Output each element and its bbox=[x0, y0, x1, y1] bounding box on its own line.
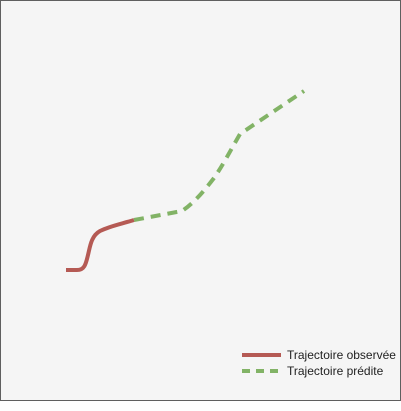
legend: Trajectoire observée Trajectoire prédite bbox=[239, 347, 399, 379]
trajectory-canvas bbox=[66, 89, 306, 272]
legend-label-observed: Trajectoire observée bbox=[287, 348, 396, 362]
observed-trajectory bbox=[66, 218, 135, 272]
predicted-line-swatch bbox=[242, 369, 281, 373]
legend-item-observed: Trajectoire observée bbox=[239, 347, 399, 363]
diagram-frame: Trajectoire observée Trajectoire prédite bbox=[0, 0, 401, 401]
predicted-trajectory bbox=[133, 89, 306, 222]
legend-item-predicted: Trajectoire prédite bbox=[239, 363, 399, 379]
observed-line-swatch bbox=[242, 353, 281, 357]
legend-label-predicted: Trajectoire prédite bbox=[287, 364, 384, 378]
